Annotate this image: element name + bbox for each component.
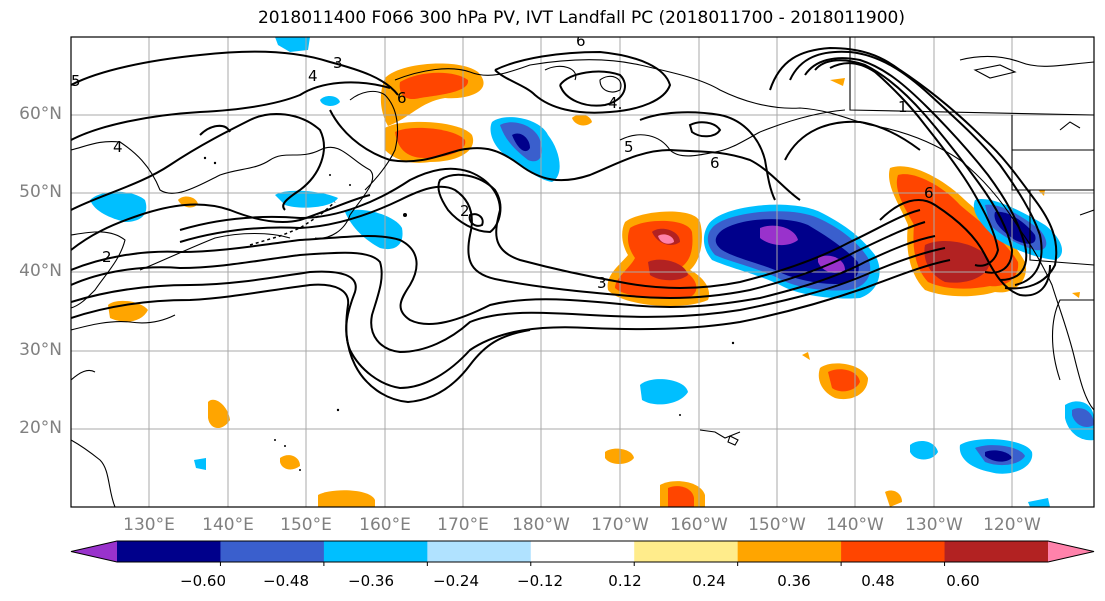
lat-label: 50°N <box>19 182 62 202</box>
lon-label: 170°E <box>437 515 489 535</box>
lon-label: 170°W <box>591 515 649 535</box>
colorbar-segment <box>737 541 842 562</box>
lon-label: 140°W <box>826 515 884 535</box>
colorbar-extend-max <box>1048 541 1094 562</box>
contour-label: 4 <box>308 67 318 85</box>
lon-label: 180°W <box>512 515 570 535</box>
anomaly-negative <box>512 133 530 152</box>
colorbar-segment <box>117 541 221 562</box>
colorbar-extend-min <box>71 541 117 562</box>
colorbar-tick-label: −0.60 <box>180 572 226 590</box>
anomaly-positive <box>399 72 469 100</box>
colorbar-segment <box>841 541 946 562</box>
lon-label: 140°E <box>202 515 254 535</box>
contour-label: 2 <box>460 202 470 220</box>
lon-label: 130°W <box>905 515 963 535</box>
lon-label: 150°E <box>280 515 332 535</box>
colorbar-tick-label: −0.12 <box>517 572 563 590</box>
contour-label: 1 <box>898 98 908 116</box>
lon-label: 120°W <box>983 515 1041 535</box>
contour-label: 6 <box>397 89 407 107</box>
colorbar-tick-label: 0.12 <box>608 572 642 590</box>
colorbar-segment <box>427 541 532 562</box>
lon-label: 130°E <box>123 515 175 535</box>
colorbar-outline <box>70 540 1095 563</box>
contour-label: 5 <box>624 138 634 156</box>
islands <box>203 107 735 471</box>
contour-label: 6 <box>924 184 934 202</box>
colorbar-segment <box>634 541 739 562</box>
colorbar-segment <box>530 541 635 562</box>
contour-label: 4 <box>113 138 123 156</box>
contour-label: 3 <box>597 274 607 292</box>
contour-label: 3 <box>333 54 343 72</box>
map-title: 2018011400 F066 300 hPa PV, IVT Landfall… <box>257 8 905 28</box>
colorbar-tick-label: 0.36 <box>777 572 811 590</box>
lat-label: 30°N <box>19 340 62 360</box>
contour-label: 6 <box>576 32 586 50</box>
contour-label: 6 <box>710 154 720 172</box>
anomaly-negative <box>275 37 310 52</box>
contour-labels: 6 3 4 5 4 6 4 5 6 1 6 2 2 3 <box>71 32 934 292</box>
lon-label: 160°W <box>670 515 728 535</box>
contour-label: 5 <box>71 72 81 90</box>
lat-label: 20°N <box>19 418 62 438</box>
contour-label: 2 <box>102 248 112 266</box>
colorbar-segment <box>944 541 1049 562</box>
lat-label: 60°N <box>19 104 62 124</box>
anomaly-positive <box>395 127 466 158</box>
colorbar-tick-label: −0.48 <box>263 572 309 590</box>
pv-anomaly-shading <box>90 37 1094 507</box>
contour-label: 4 <box>608 94 618 112</box>
lon-label: 160°E <box>359 515 411 535</box>
map-frame <box>70 36 1095 508</box>
colorbar-tick-label: 0.48 <box>861 572 895 590</box>
pv-contours <box>71 46 1058 404</box>
colorbar-tick-label: 0.60 <box>946 572 980 590</box>
colorbar-segment <box>323 541 428 562</box>
lon-label: 150°W <box>748 515 806 535</box>
colorbar-tick-label: −0.24 <box>433 572 479 590</box>
colorbar-tick-label: −0.36 <box>348 572 394 590</box>
colorbar-tick-label: 0.24 <box>692 572 726 590</box>
colorbar-segment <box>220 541 325 562</box>
lat-label: 40°N <box>19 261 62 281</box>
